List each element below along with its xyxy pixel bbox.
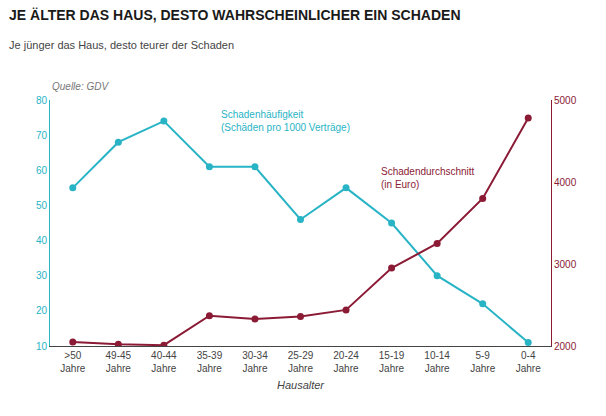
svg-text:20: 20 <box>36 305 48 316</box>
svg-text:2000: 2000 <box>554 341 577 352</box>
svg-text:Je jünger das Haus, desto teur: Je jünger das Haus, desto teurer der Sch… <box>9 39 234 51</box>
svg-text:49-45Jahre: 49-45Jahre <box>106 350 132 374</box>
svg-text:10-14Jahre: 10-14Jahre <box>424 350 450 374</box>
svg-text:70: 70 <box>36 130 48 141</box>
svg-text:40: 40 <box>36 235 48 246</box>
svg-text:JE ÄLTER DAS HAUS, DESTO WAHRS: JE ÄLTER DAS HAUS, DESTO WAHRSCHEINLICHE… <box>9 7 460 23</box>
svg-text:50: 50 <box>36 200 48 211</box>
svg-text:25-29Jahre: 25-29Jahre <box>288 350 314 374</box>
svg-text:Quelle: GDV: Quelle: GDV <box>52 81 109 92</box>
svg-text:30-34Jahre: 30-34Jahre <box>242 350 268 374</box>
svg-text:80: 80 <box>36 95 48 106</box>
svg-text:35-39Jahre: 35-39Jahre <box>197 350 223 374</box>
svg-text:Schadenhäufigkeit(Schäden pro: Schadenhäufigkeit(Schäden pro 1000 Vertr… <box>221 109 350 133</box>
svg-text:15-19Jahre: 15-19Jahre <box>379 350 405 374</box>
svg-text:4000: 4000 <box>554 177 577 188</box>
svg-text:30: 30 <box>36 270 48 281</box>
svg-text:3000: 3000 <box>554 259 577 270</box>
svg-text:60: 60 <box>36 165 48 176</box>
svg-text:40-44Jahre: 40-44Jahre <box>151 350 177 374</box>
svg-text:10: 10 <box>36 341 48 352</box>
svg-text:Schadendurchschnitt(in Euro): Schadendurchschnitt(in Euro) <box>381 166 475 190</box>
svg-text:0-4Jahre: 0-4Jahre <box>516 350 541 374</box>
svg-text:20-24Jahre: 20-24Jahre <box>333 350 359 374</box>
svg-text:Hausalter: Hausalter <box>277 379 325 391</box>
svg-text:>50Jahre: >50Jahre <box>60 350 85 374</box>
svg-text:5-9Jahre: 5-9Jahre <box>470 350 495 374</box>
svg-text:5000: 5000 <box>554 95 577 106</box>
